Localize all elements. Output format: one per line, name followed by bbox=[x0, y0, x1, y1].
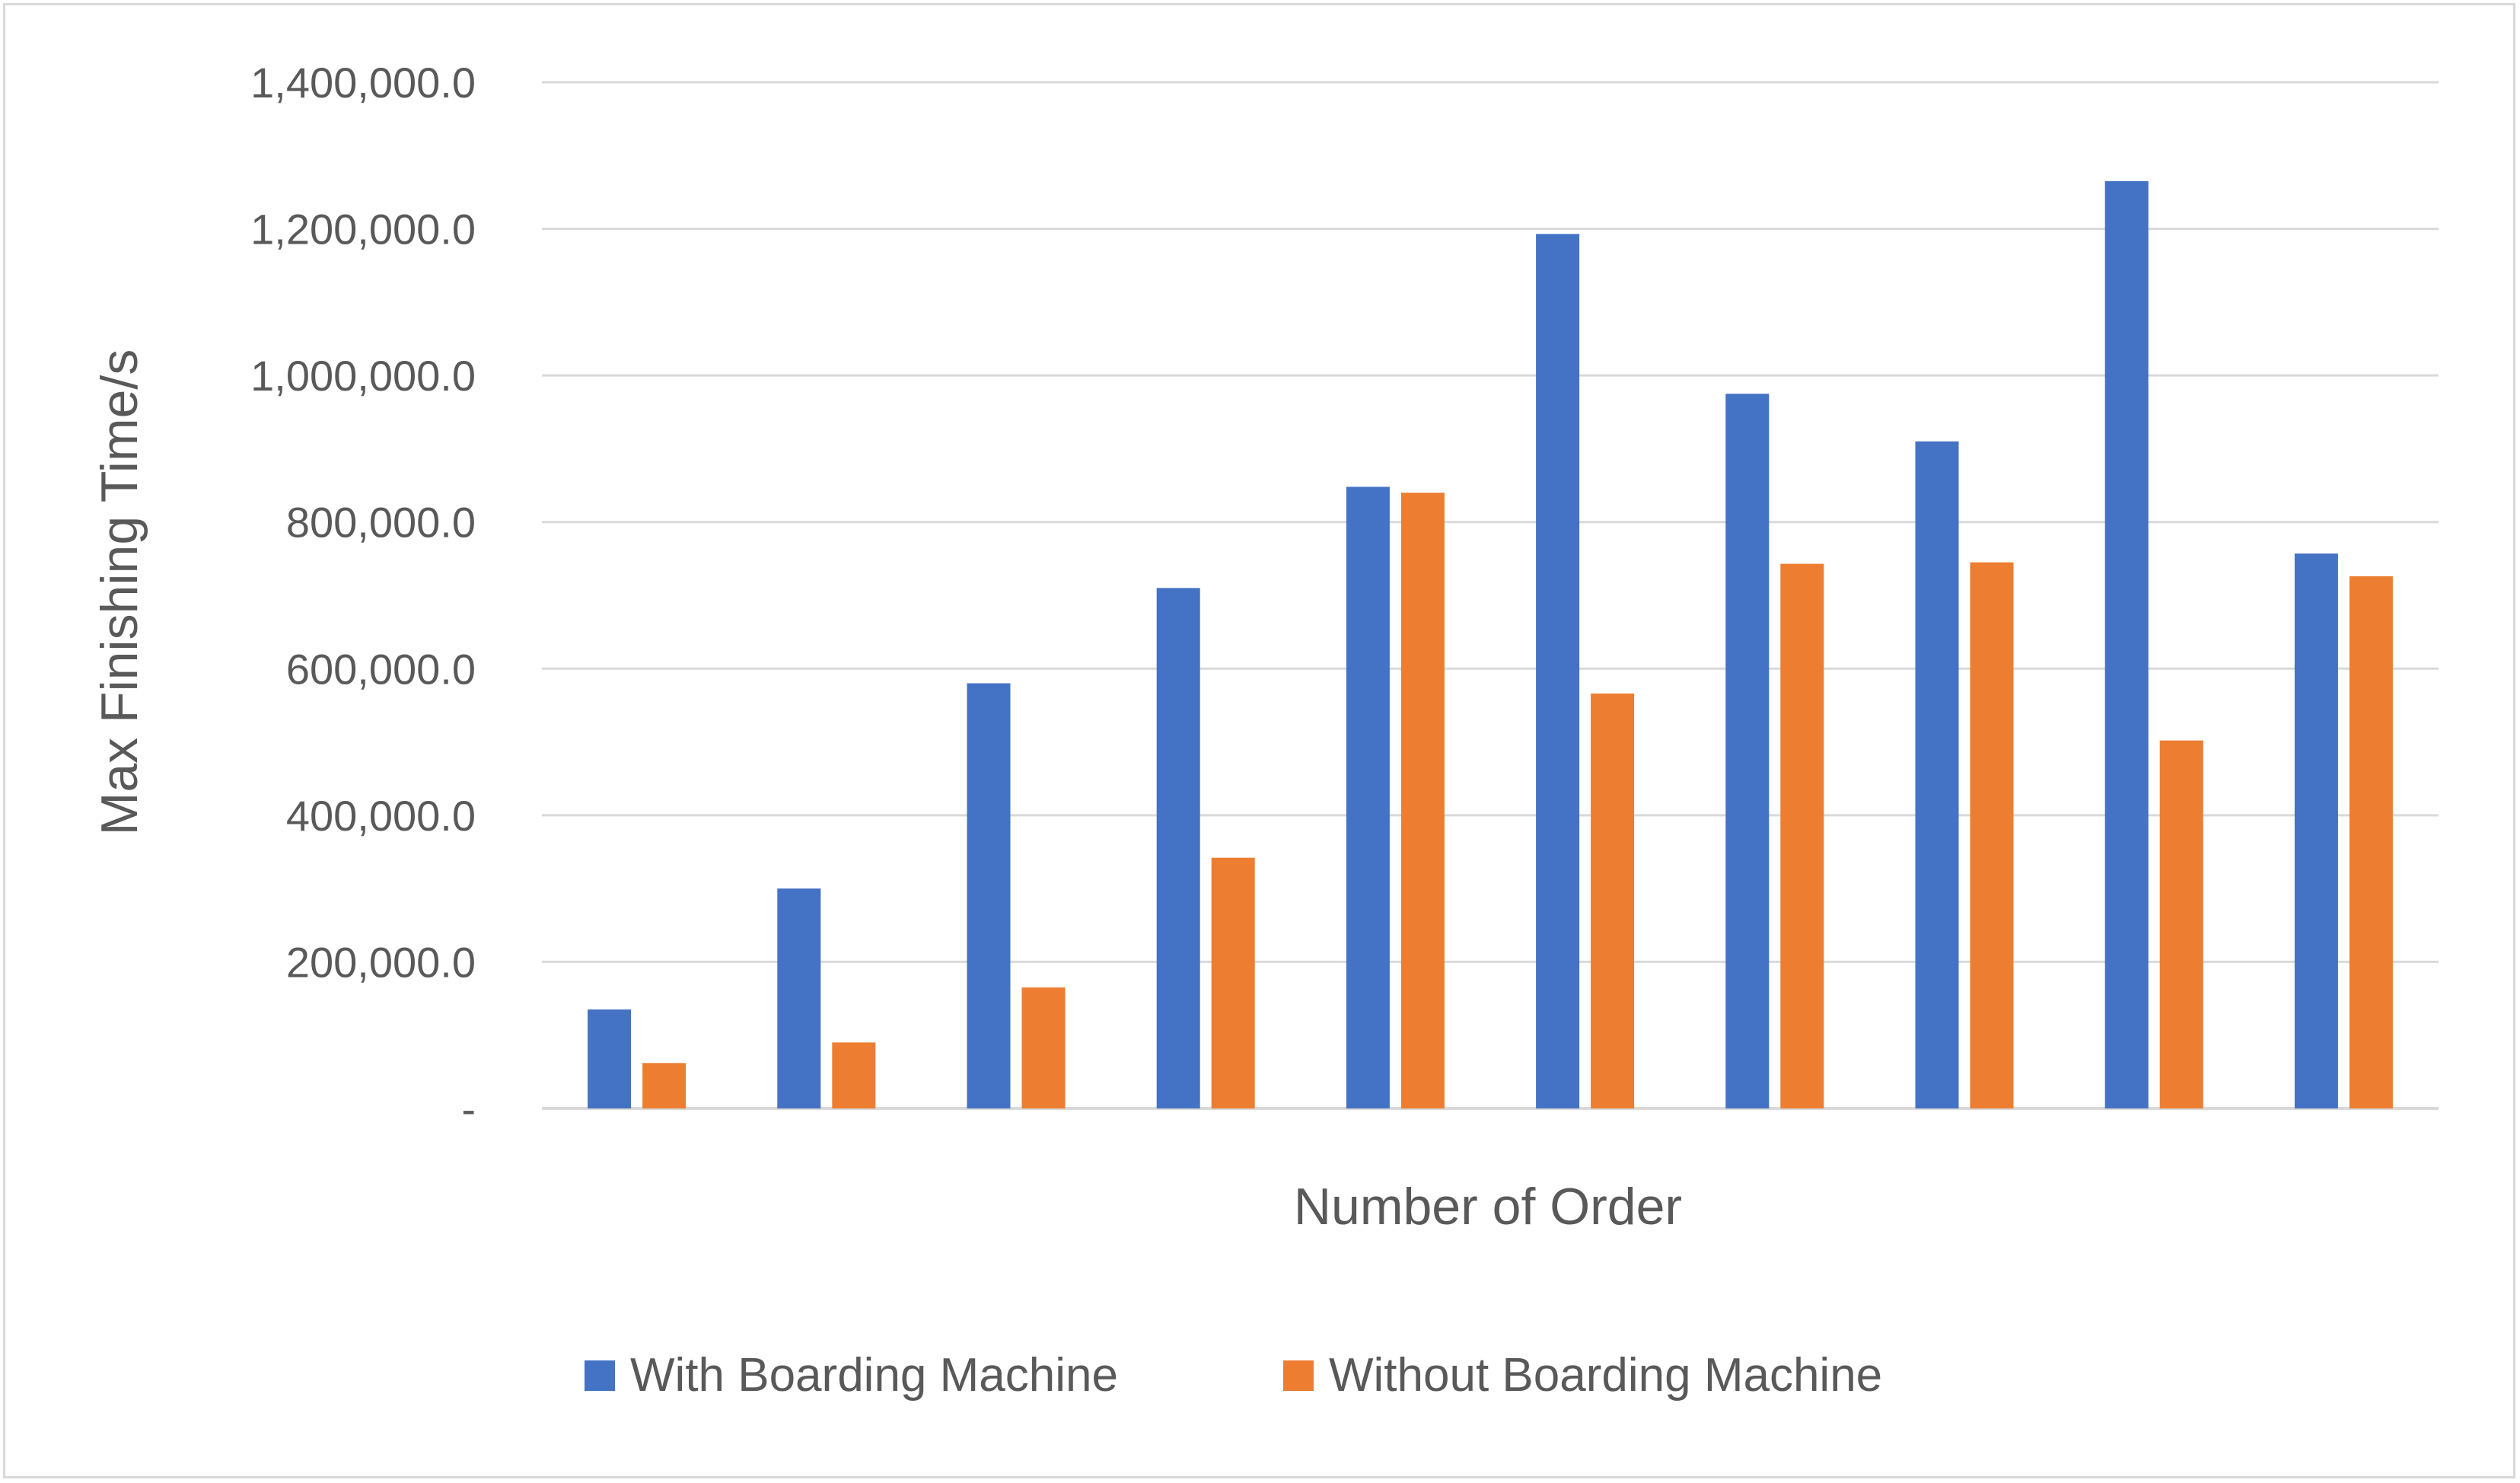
bars bbox=[588, 180, 2393, 1109]
bar-with-boarding-machine bbox=[1725, 394, 1770, 1108]
legend-label-with-boarding: With Boarding Machine bbox=[630, 1349, 1118, 1402]
bar-with-boarding-machine bbox=[2294, 553, 2338, 1108]
legend-label-without-boarding: Without Boarding Machine bbox=[1329, 1349, 1882, 1402]
y-tick-label: 400,000.0 bbox=[286, 792, 476, 840]
bar-without-boarding-machine bbox=[1970, 562, 2014, 1108]
bar-without-boarding-machine bbox=[642, 1063, 687, 1108]
y-tick-label: 600,000.0 bbox=[286, 645, 476, 693]
bar-without-boarding-machine bbox=[1591, 694, 1635, 1108]
bar-without-boarding-machine bbox=[1400, 493, 1445, 1108]
y-tick-label: - bbox=[461, 1085, 476, 1133]
bar-without-boarding-machine bbox=[2349, 576, 2393, 1108]
bar-without-boarding-machine bbox=[2159, 740, 2203, 1108]
gridlines bbox=[542, 81, 2439, 1110]
bar-with-boarding-machine bbox=[1915, 441, 1959, 1108]
x-axis-title: Number of Order bbox=[1294, 1178, 1682, 1236]
legend-swatch-without-boarding bbox=[1283, 1360, 1314, 1391]
bar-without-boarding-machine bbox=[832, 1042, 876, 1108]
bar-with-boarding-machine bbox=[588, 1009, 632, 1108]
bar-without-boarding-machine bbox=[1021, 987, 1066, 1108]
bar-with-boarding-machine bbox=[1346, 486, 1390, 1108]
y-tick-label: 1,200,000.0 bbox=[250, 206, 476, 254]
chart-frame bbox=[3, 3, 2515, 1478]
bar-with-boarding-machine bbox=[967, 683, 1011, 1108]
y-tick-label: 1,000,000.0 bbox=[250, 352, 476, 400]
y-tick-label: 1,400,000.0 bbox=[250, 59, 476, 107]
legend-swatch-with-boarding bbox=[585, 1360, 615, 1391]
legend: With Boarding Machine Without Boarding M… bbox=[585, 1349, 1882, 1402]
bar-with-boarding-machine bbox=[2104, 180, 2149, 1108]
y-tick-label: 200,000.0 bbox=[286, 938, 476, 986]
bar-with-boarding-machine bbox=[777, 888, 821, 1108]
y-tick-label: 800,000.0 bbox=[286, 499, 476, 547]
bar-with-boarding-machine bbox=[1536, 234, 1580, 1109]
y-axis-title: Max Finishing Time/s bbox=[91, 349, 148, 836]
bar-without-boarding-machine bbox=[1211, 857, 1255, 1108]
y-tick-labels: - 200,000.0 400,000.0 600,000.0 800,000.0 1,0… bbox=[250, 59, 476, 1133]
bar-with-boarding-machine bbox=[1156, 588, 1200, 1108]
bar-without-boarding-machine bbox=[1780, 563, 1824, 1108]
